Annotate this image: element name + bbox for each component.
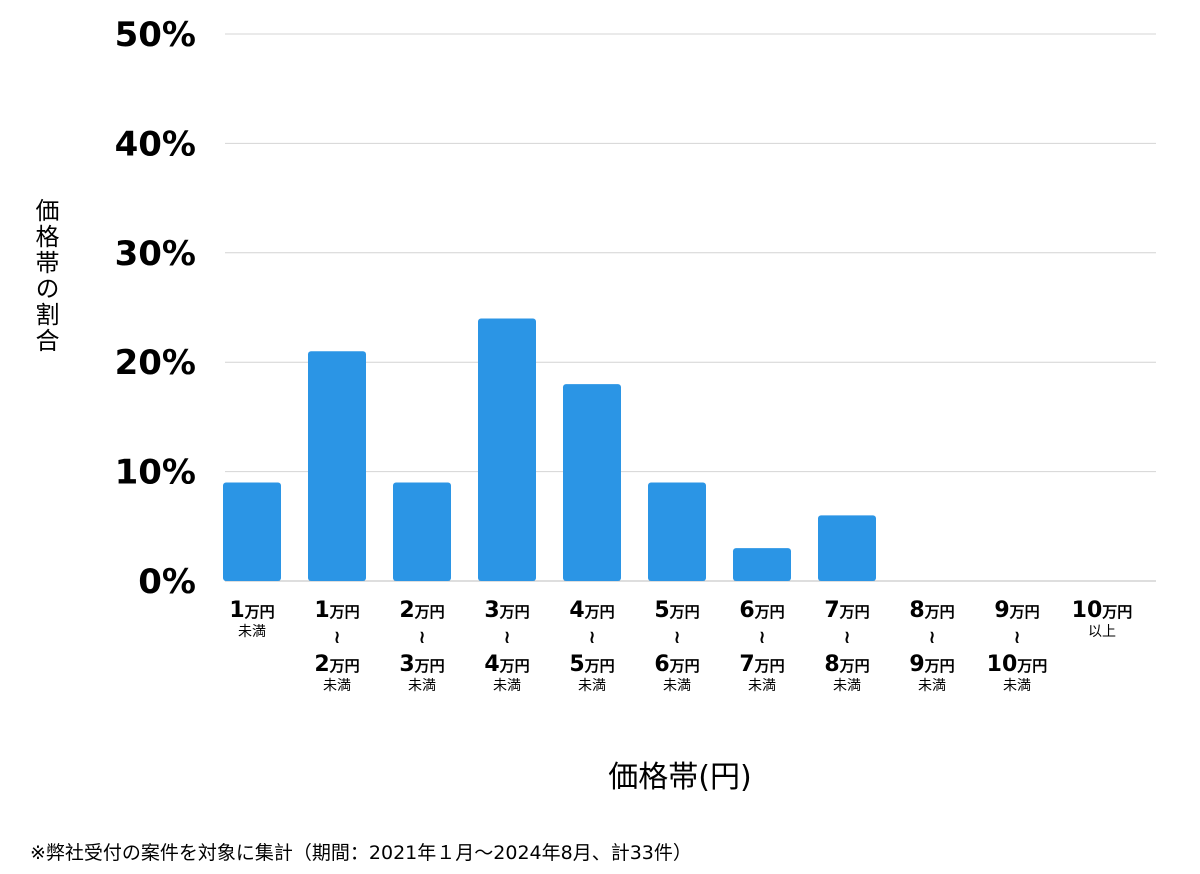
- y-tick-label: 20%: [115, 343, 196, 383]
- y-axis-label: 価格帯の割合: [31, 198, 59, 354]
- x-tick-label: 2万円: [399, 598, 444, 623]
- x-tick-label: 3万円: [484, 598, 529, 623]
- x-tick-note: 未満: [663, 678, 691, 694]
- x-tick-label: 4万円: [569, 598, 614, 623]
- x-tick-label: 8万円: [909, 598, 954, 623]
- x-axis-label: 価格帯(円): [608, 760, 752, 795]
- y-tick-label: 10%: [115, 453, 196, 493]
- x-tick-note: 未満: [493, 678, 521, 694]
- x-tick-tilde: ≀: [589, 627, 596, 648]
- bar: [818, 515, 876, 581]
- x-tick-tilde: ≀: [759, 627, 766, 648]
- y-tick-label: 50%: [115, 15, 196, 55]
- x-tick-tilde: ≀: [844, 627, 851, 648]
- x-tick-tilde: ≀: [674, 627, 681, 648]
- bar: [223, 482, 281, 581]
- x-tick-label-to: 6万円: [654, 652, 699, 677]
- y-tick-label: 40%: [115, 124, 196, 164]
- x-tick-label-to: 8万円: [824, 652, 869, 677]
- x-tick-label: 7万円: [824, 598, 869, 623]
- x-tick-note: 未満: [408, 678, 436, 694]
- x-tick-note: 未満: [833, 678, 861, 694]
- x-tick-label: 9万円: [994, 598, 1039, 623]
- bar: [478, 318, 536, 581]
- x-tick-label: 6万円: [739, 598, 784, 623]
- x-tick-note: 未満: [1003, 678, 1031, 694]
- x-tick-label: 1万円: [314, 598, 359, 623]
- x-tick-tilde: ≀: [929, 627, 936, 648]
- x-tick-note: 未満: [578, 678, 606, 694]
- x-tick-tilde: ≀: [504, 627, 511, 648]
- x-tick-note: 以上: [1088, 624, 1116, 640]
- x-tick-note: 未満: [323, 678, 351, 694]
- x-tick-label-to: 2万円: [314, 652, 359, 677]
- x-tick-tilde: ≀: [419, 627, 426, 648]
- x-tick-label-to: 5万円: [569, 652, 614, 677]
- x-tick-label-to: 10万円: [987, 652, 1048, 677]
- bar: [648, 482, 706, 581]
- x-tick-note: 未満: [918, 678, 946, 694]
- x-tick-label: 5万円: [654, 598, 699, 623]
- x-tick-label: 10万円: [1072, 598, 1133, 623]
- x-tick-tilde: ≀: [1014, 627, 1021, 648]
- bar: [308, 351, 366, 581]
- x-tick-tilde: ≀: [334, 627, 341, 648]
- x-tick-note: 未満: [748, 678, 776, 694]
- bar: [563, 384, 621, 581]
- x-tick-note: 未満: [238, 624, 266, 640]
- x-tick-label-to: 7万円: [739, 652, 784, 677]
- x-tick-label-to: 9万円: [909, 652, 954, 677]
- x-tick-label: 1万円: [229, 598, 274, 623]
- y-tick-label: 0%: [138, 562, 196, 602]
- bar: [393, 482, 451, 581]
- y-tick-label: 30%: [115, 234, 196, 274]
- x-tick-label-to: 3万円: [399, 652, 444, 677]
- footnote: ※弊社受付の案件を対象に集計（期間：2021年１月〜2024年8月、計33件）: [30, 842, 692, 864]
- x-tick-label-to: 4万円: [484, 652, 529, 677]
- bar: [733, 548, 791, 581]
